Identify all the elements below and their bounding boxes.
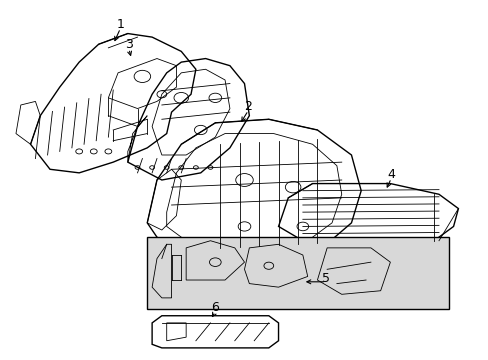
Text: 4: 4 (386, 168, 394, 181)
Text: 3: 3 (124, 39, 132, 51)
Text: 6: 6 (211, 301, 219, 314)
Bar (147, 237, 448, 309)
Text: 5: 5 (322, 272, 329, 285)
Text: 1: 1 (116, 18, 124, 31)
Text: 2: 2 (244, 100, 252, 113)
